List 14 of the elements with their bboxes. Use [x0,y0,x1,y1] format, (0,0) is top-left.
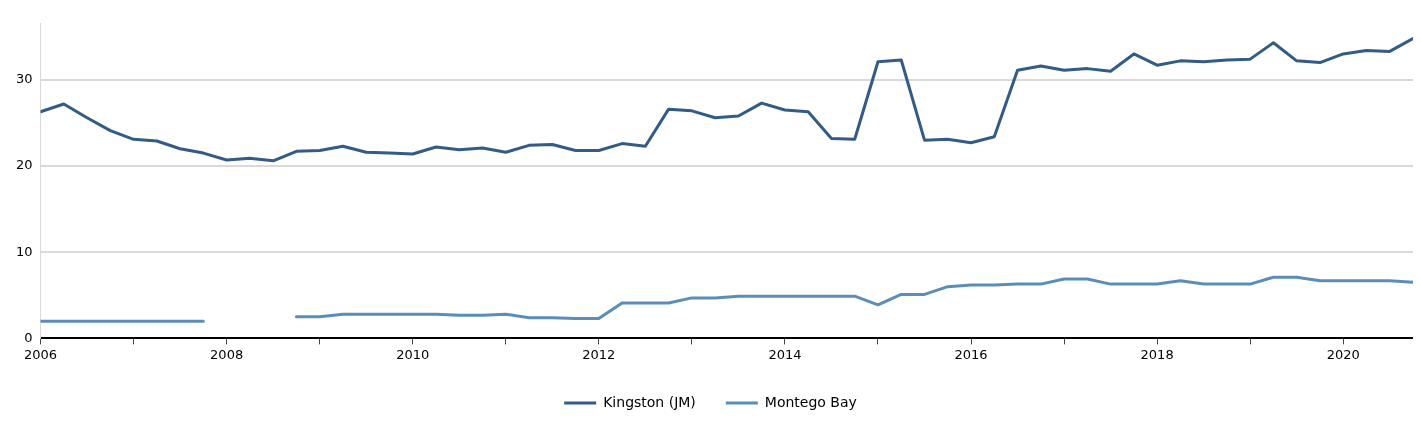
x-tick-label: 2016 [954,346,988,362]
y-tick-label: 0 [24,329,33,345]
x-tick-label: 2020 [1326,346,1360,362]
x-tick-label: 2008 [210,346,244,362]
x-tick-label: 2014 [768,346,802,362]
x-tick-label: 2010 [396,346,430,362]
y-tick-label: 10 [16,243,33,259]
x-tick-label: 2006 [24,346,58,362]
legend-label: Kingston (JM) [603,393,696,410]
x-tick-label: 2012 [582,346,616,362]
x-tick-label: 2018 [1140,346,1174,362]
y-tick-label: 30 [16,71,33,87]
legend-label: Montego Bay [764,393,857,410]
y-tick-label: 20 [16,157,33,173]
